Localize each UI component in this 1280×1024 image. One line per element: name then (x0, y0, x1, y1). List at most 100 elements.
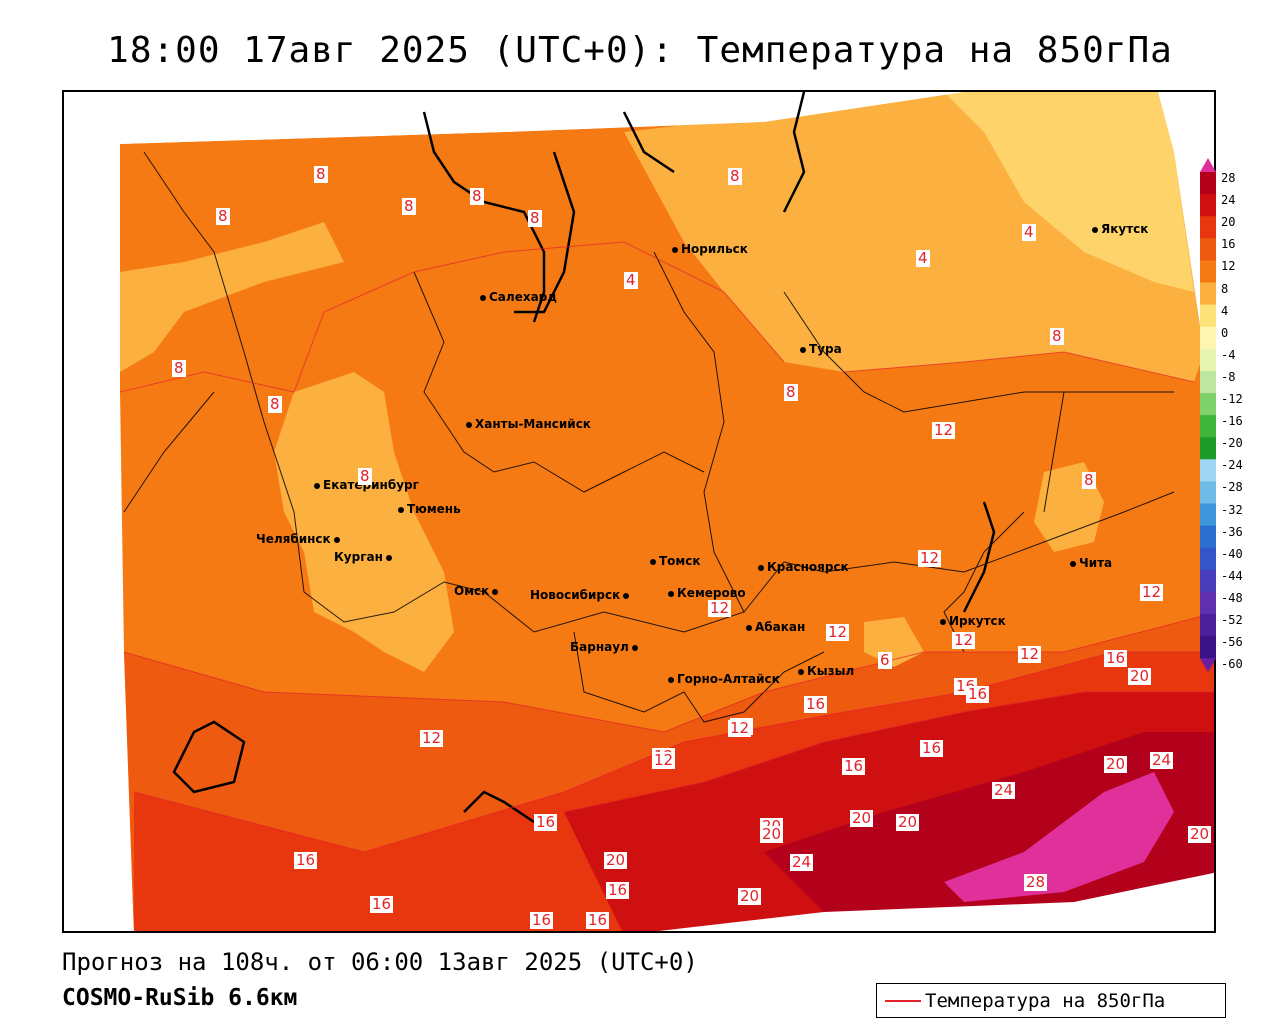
scale-tick-label: 28 (1221, 171, 1236, 185)
contour-label: 20 (896, 813, 920, 831)
outside-domain-bottom (658, 872, 1214, 931)
scale-segment (1200, 569, 1216, 593)
contour-label: 16 (804, 695, 828, 713)
legend-line-swatch (885, 1000, 921, 1002)
contour-label: 12 (1140, 583, 1164, 601)
city-dot (668, 590, 674, 597)
city-norilsk: Норильск (672, 242, 748, 256)
city-abakan: Абакан (746, 620, 805, 634)
city-omsk: Омск (454, 584, 501, 598)
contour-label: 28 (1024, 873, 1048, 891)
scale-tick-label: 0 (1221, 325, 1229, 340)
page-title: 18:00 17авг 2025 (UTC+0): Температура на… (107, 30, 1173, 71)
contour-label: 4 (1022, 223, 1036, 241)
scale-tick-label: 20 (1221, 215, 1236, 230)
scale-tick-label: -52 (1221, 613, 1243, 627)
city-dot (623, 592, 630, 599)
city-dot (758, 564, 764, 571)
scale-segment (1200, 591, 1216, 615)
contour-label: 20 (1128, 667, 1152, 685)
city-dot (1070, 560, 1076, 567)
scale-segment (1200, 260, 1216, 283)
scale-segment (1200, 304, 1216, 328)
city-novosibirsk: Новосибирск (530, 588, 632, 602)
scale-tick-label: -56 (1221, 635, 1243, 650)
city-dot (672, 246, 678, 253)
contour-label: 12 (1018, 645, 1042, 663)
scale-tick-label: 8 (1221, 281, 1229, 296)
contour-label: 8 (172, 359, 186, 377)
city-salekhard: Салехард (480, 290, 557, 304)
scale-tick-label: 16 (1221, 237, 1236, 252)
city-dot (668, 676, 674, 683)
scale-segment (1200, 415, 1216, 438)
contour-label: 24 (1150, 751, 1174, 769)
contour-label: 20 (738, 887, 762, 905)
contour-label: 20 (760, 825, 784, 843)
contour-label: 8 (216, 207, 230, 225)
scale-tick-label: -60 (1221, 657, 1243, 672)
city-khanty-mansiysk: Ханты-Мансийск (466, 417, 591, 431)
city-kurgan: Курган (334, 550, 395, 564)
city-kyzyl: Кызыл (798, 664, 854, 678)
city-dot (746, 624, 752, 631)
contour-label: 4 (624, 271, 638, 289)
city-yakutsk: Якутск (1092, 222, 1148, 236)
temperature-map[interactable]: Норильск Якутск Салехард Тура Ханты-Манс… (62, 90, 1216, 933)
scale-segment (1200, 326, 1216, 350)
city-barnaul: Барнаул (570, 640, 641, 654)
scale-tick-label: -40 (1221, 546, 1243, 561)
contour-label: 8 (314, 165, 328, 183)
admin-borders (123, 151, 1175, 723)
scale-top-arrow (1200, 158, 1216, 172)
contour-label: 24 (790, 853, 814, 871)
contour-label: 8 (728, 167, 742, 185)
contour-label: 12 (652, 751, 676, 769)
city-dot (1092, 226, 1098, 233)
legend-label: Температура на 850гПа (925, 990, 1166, 1012)
scale-tick-label: -32 (1221, 502, 1243, 517)
scale-segment (1200, 238, 1216, 261)
contour-label: 12 (420, 729, 444, 747)
contour-label: 12 (932, 421, 956, 439)
city-yekaterinburg: Екатеринбург (314, 478, 419, 492)
scale-segment (1200, 525, 1216, 549)
contour-label: 16 (606, 881, 630, 899)
contour-label: 16 (920, 739, 944, 757)
scale-segment (1200, 216, 1216, 239)
scale-tick-label: 4 (1221, 303, 1229, 318)
city-dot (940, 618, 946, 625)
color-scale (1200, 158, 1216, 673)
contour-label: 20 (1104, 755, 1128, 773)
scale-tick-label: -44 (1221, 568, 1243, 583)
map-canvas (64, 92, 1214, 931)
scale-tick-label: -16 (1221, 414, 1243, 429)
city-dot (466, 421, 472, 428)
contour-label: 16 (534, 813, 558, 831)
contour-label: 20 (850, 809, 874, 827)
city-irkutsk: Иркутск (940, 614, 1006, 628)
scale-segment (1200, 172, 1216, 195)
contour-label: 16 (370, 895, 394, 913)
contour-label: 8 (528, 209, 542, 227)
scale-tick-label: -36 (1221, 524, 1243, 539)
field-ural-yellow (274, 372, 454, 672)
scale-segment (1200, 370, 1216, 394)
scale-tick-label: -28 (1221, 480, 1243, 495)
legend: Температура на 850гПа (876, 983, 1226, 1018)
contour-label: 8 (268, 395, 282, 413)
coastline (172, 92, 996, 824)
scale-segment (1200, 547, 1216, 571)
city-chelyabinsk: Челябинск (256, 532, 343, 546)
field-28plus (944, 772, 1174, 902)
city-dot (800, 346, 806, 353)
contour-label: 12 (826, 623, 850, 641)
contour-label: 12 (952, 631, 976, 649)
scale-bottom-arrow (1200, 658, 1216, 673)
contour-label: 20 (604, 851, 628, 869)
contour-label: 8 (358, 467, 372, 485)
city-gorno-altaysk: Горно-Алтайск (668, 672, 780, 686)
scale-segment (1200, 348, 1216, 372)
scale-tick-label: -12 (1221, 392, 1243, 406)
scale-segment (1200, 194, 1216, 217)
